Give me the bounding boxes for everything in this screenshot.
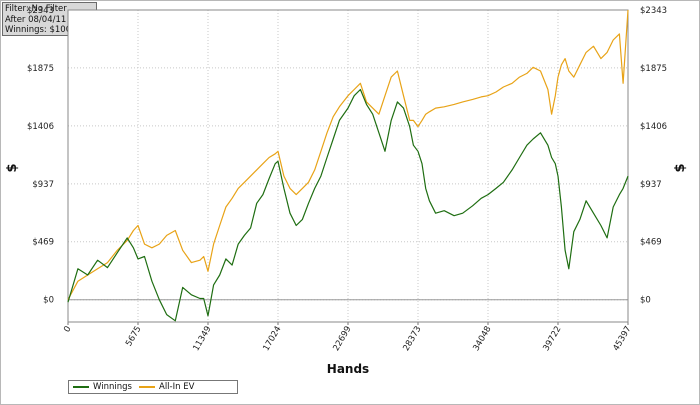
legend-label-winnings: Winnings: [93, 382, 132, 392]
plot-border: [67, 9, 629, 323]
x-tick-label: 45397: [611, 325, 633, 353]
date-filter-text: After 08/04/11 01:20:06: [5, 14, 94, 25]
y-tick-label-right: $1875: [640, 64, 667, 74]
y-axis-title-right: $: [673, 163, 688, 172]
x-tick-label: 17024: [261, 325, 283, 353]
legend-item-allin-ev: All-In EV: [139, 382, 194, 392]
y-tick-label-right: $469: [640, 238, 662, 248]
y-tick-label-left: $469: [32, 238, 54, 248]
series-line-allin-ev: [67, 9, 629, 300]
x-axis-title: Hands: [327, 362, 369, 376]
y-tick-label-left: $2343: [27, 6, 54, 16]
y-tick-label-left: $937: [32, 180, 54, 190]
x-tick-label: 0: [62, 325, 73, 335]
legend: Winnings All-In EV: [68, 380, 238, 394]
y-tick-label-right: $1406: [640, 122, 667, 132]
x-tick-label: 22699: [331, 325, 353, 353]
series-line-winnings: [67, 88, 629, 322]
x-tick-label: 5675: [124, 325, 143, 349]
x-tick-label: 28373: [401, 325, 423, 353]
y-tick-label-left: $1406: [27, 122, 54, 132]
legend-swatch-winnings: [73, 385, 89, 388]
y-tick-label-left: $1875: [27, 64, 54, 74]
legend-label-allin-ev: All-In EV: [159, 382, 195, 392]
y-tick-label-right: $937: [640, 180, 662, 190]
axes: [67, 9, 629, 325]
y-tick-label-right: $2343: [640, 6, 667, 16]
series-layer: [67, 9, 629, 322]
legend-swatch-allin-ev: [139, 385, 155, 388]
x-tick-label: 11349: [191, 325, 213, 353]
y-axis-title-left: $: [5, 163, 20, 172]
y-tick-label-right: $0: [640, 296, 651, 306]
winnings-text: Winnings: $1002.28: [5, 25, 91, 35]
y-tick-label-left: $0: [43, 296, 54, 306]
filter-text: Filter: No Filter: [5, 4, 67, 14]
legend-item-winnings: Winnings: [73, 382, 132, 392]
x-tick-label: 39722: [541, 325, 563, 353]
x-tick-label: 34048: [471, 324, 493, 352]
